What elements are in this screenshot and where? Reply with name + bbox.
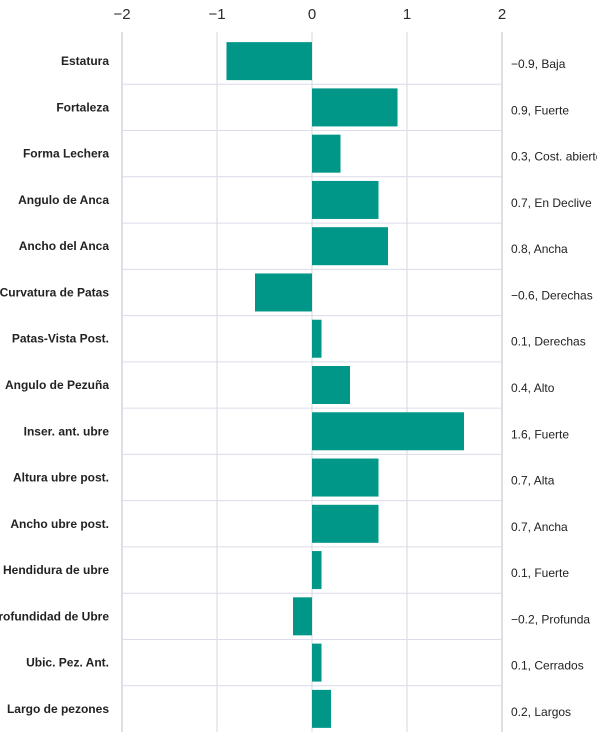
category-label: Fortaleza <box>56 100 109 114</box>
value-label: 0.4, Alto <box>511 381 555 395</box>
value-label: 0.2, Largos <box>511 705 571 719</box>
value-label: −0.6, Derechas <box>511 288 593 302</box>
category-label: Largo de pezones <box>7 702 109 716</box>
value-label: 0.7, Ancha <box>511 520 568 534</box>
x-tick-label: 2 <box>498 6 506 23</box>
category-label: Ancho ubre post. <box>10 517 109 531</box>
category-label: Profundidad de Ubre <box>0 609 109 623</box>
category-labels: Estatura Fortaleza Forma Lechera Angulo de … <box>0 54 109 716</box>
category-label: Ancho del Anca <box>19 239 110 253</box>
bar-layer <box>226 42 464 728</box>
category-label: Angulo de Anca <box>18 193 109 207</box>
value-label: 1.6, Fuerte <box>511 427 569 441</box>
category-label: Hendidura de ubre <box>3 563 109 577</box>
value-labels: −0.9, Baja 0.9, Fuerte 0.3, Cost. abierto 0… <box>511 57 597 719</box>
bar <box>255 273 312 312</box>
category-label: Ubic. Pez. Ant. <box>26 656 109 670</box>
value-label: 0.1, Cerrados <box>511 659 584 673</box>
bar <box>312 689 331 728</box>
bar <box>312 504 379 543</box>
bar <box>312 227 388 266</box>
bar <box>226 42 312 81</box>
bar <box>312 412 464 451</box>
value-label: 0.3, Cost. abierto <box>511 150 597 164</box>
value-label: 0.9, Fuerte <box>511 103 569 117</box>
x-tick-label: 0 <box>308 6 316 23</box>
bar <box>312 551 322 590</box>
x-tick-label: 1 <box>403 6 411 23</box>
category-label: Estatura <box>61 54 109 68</box>
value-label: 0.1, Derechas <box>511 335 586 349</box>
bar <box>312 319 322 358</box>
category-label: Forma Lechera <box>23 147 109 161</box>
value-label: −0.9, Baja <box>511 57 566 71</box>
category-label: Inser. ant. ubre <box>24 424 110 438</box>
value-label: 0.7, Alta <box>511 474 555 488</box>
value-label: 0.8, Ancha <box>511 242 568 256</box>
bar <box>293 597 312 636</box>
bar <box>312 88 398 127</box>
bar <box>312 458 379 497</box>
bar <box>312 180 379 219</box>
category-label: Altura ubre post. <box>13 471 109 485</box>
category-label: Curvatura de Patas <box>0 285 109 299</box>
x-tick-label: −2 <box>113 6 130 23</box>
bar <box>312 134 341 173</box>
value-label: 0.7, En Declive <box>511 196 592 210</box>
bar <box>312 643 322 682</box>
value-label: −0.2, Profunda <box>511 612 590 626</box>
x-tick-labels: −2 −1 0 1 2 <box>113 6 506 23</box>
bar <box>312 366 350 404</box>
x-tick-label: −1 <box>208 6 225 23</box>
category-label: Angulo de Pezuña <box>5 378 109 392</box>
value-label: 0.1, Fuerte <box>511 566 569 580</box>
category-label: Patas-Vista Post. <box>12 332 109 346</box>
